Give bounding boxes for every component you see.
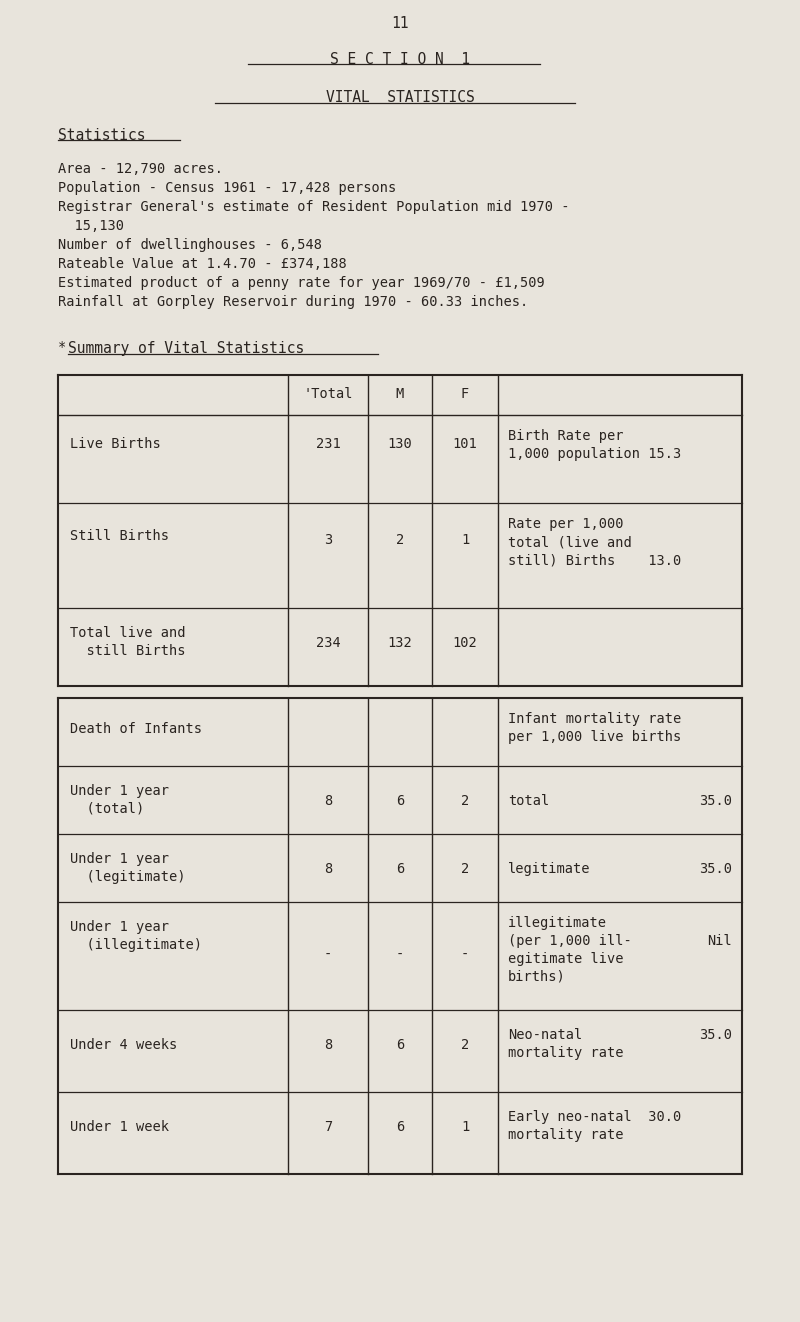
Text: 102: 102	[453, 636, 478, 650]
Text: Area - 12,790 acres.: Area - 12,790 acres.	[58, 163, 223, 176]
Text: Summary of Vital Statistics: Summary of Vital Statistics	[68, 341, 304, 356]
Text: (per 1,000 ill-: (per 1,000 ill-	[508, 935, 632, 948]
Text: 6: 6	[396, 1038, 404, 1052]
Text: 6: 6	[396, 1120, 404, 1134]
Text: (illegitimate): (illegitimate)	[70, 939, 202, 952]
Text: 7: 7	[324, 1120, 332, 1134]
Text: total: total	[508, 795, 550, 808]
Text: 130: 130	[388, 438, 412, 451]
Text: -: -	[324, 948, 332, 962]
Text: mortality rate: mortality rate	[508, 1046, 623, 1060]
Text: 8: 8	[324, 795, 332, 808]
Text: 15,130: 15,130	[58, 219, 124, 233]
Text: Death of Infants: Death of Infants	[70, 722, 202, 736]
Text: Rate per 1,000: Rate per 1,000	[508, 517, 623, 531]
Text: *: *	[58, 340, 66, 354]
Text: 6: 6	[396, 862, 404, 876]
Text: Under 1 year: Under 1 year	[70, 920, 169, 935]
Text: egitimate live: egitimate live	[508, 952, 623, 966]
Text: 1: 1	[461, 533, 469, 547]
Text: still Births: still Births	[70, 644, 186, 658]
Text: Neo-natal: Neo-natal	[508, 1029, 582, 1042]
Text: M: M	[396, 387, 404, 401]
Text: Total live and: Total live and	[70, 627, 186, 640]
Text: 2: 2	[461, 1038, 469, 1052]
Text: 8: 8	[324, 862, 332, 876]
Text: F: F	[461, 387, 469, 401]
Text: total (live and: total (live and	[508, 535, 632, 549]
Text: Early neo-natal  30.0: Early neo-natal 30.0	[508, 1110, 682, 1124]
Text: 6: 6	[396, 795, 404, 808]
Text: (total): (total)	[70, 802, 144, 816]
Text: Nil: Nil	[707, 935, 732, 948]
Text: illegitimate: illegitimate	[508, 916, 607, 929]
Text: S E C T I O N  1: S E C T I O N 1	[330, 52, 470, 67]
Text: 35.0: 35.0	[699, 1029, 732, 1042]
Text: Under 4 weeks: Under 4 weeks	[70, 1038, 178, 1052]
Text: 'Total: 'Total	[303, 387, 353, 401]
Text: per 1,000 live births: per 1,000 live births	[508, 730, 682, 744]
Text: 2: 2	[461, 795, 469, 808]
Text: Registrar General's estimate of Resident Population mid 1970 -: Registrar General's estimate of Resident…	[58, 200, 570, 214]
Text: mortality rate: mortality rate	[508, 1128, 623, 1142]
Text: Statistics: Statistics	[58, 128, 146, 143]
Text: still) Births    13.0: still) Births 13.0	[508, 553, 682, 567]
Text: Under 1 week: Under 1 week	[70, 1120, 169, 1134]
Text: 1,000 population 15.3: 1,000 population 15.3	[508, 447, 682, 461]
Text: Under 1 year: Under 1 year	[70, 851, 169, 866]
Text: Rainfall at Gorpley Reservoir during 1970 - 60.33 inches.: Rainfall at Gorpley Reservoir during 197…	[58, 295, 528, 309]
Text: Still Births: Still Births	[70, 529, 169, 543]
Text: 1: 1	[461, 1120, 469, 1134]
Text: 8: 8	[324, 1038, 332, 1052]
Text: Birth Rate per: Birth Rate per	[508, 430, 623, 443]
Text: VITAL  STATISTICS: VITAL STATISTICS	[326, 90, 474, 104]
Text: Infant mortality rate: Infant mortality rate	[508, 713, 682, 726]
Text: 231: 231	[316, 438, 340, 451]
Text: 3: 3	[324, 533, 332, 547]
Text: 101: 101	[453, 438, 478, 451]
Text: Number of dwellinghouses - 6,548: Number of dwellinghouses - 6,548	[58, 238, 322, 253]
Text: -: -	[461, 948, 469, 962]
Text: births): births)	[508, 970, 566, 984]
Text: Population - Census 1961 - 17,428 persons: Population - Census 1961 - 17,428 person…	[58, 181, 396, 196]
Text: 35.0: 35.0	[699, 795, 732, 808]
Text: -: -	[396, 948, 404, 962]
Text: 11: 11	[391, 16, 409, 30]
Text: 234: 234	[316, 636, 340, 650]
Text: Under 1 year: Under 1 year	[70, 784, 169, 798]
Text: Live Births: Live Births	[70, 438, 161, 451]
Text: Estimated product of a penny rate for year 1969/70 - £1,509: Estimated product of a penny rate for ye…	[58, 276, 545, 290]
Text: 2: 2	[396, 533, 404, 547]
Text: 35.0: 35.0	[699, 862, 732, 876]
Text: Rateable Value at 1.4.70 - £374,188: Rateable Value at 1.4.70 - £374,188	[58, 256, 346, 271]
Text: 2: 2	[461, 862, 469, 876]
Text: legitimate: legitimate	[508, 862, 590, 876]
Text: 132: 132	[388, 636, 412, 650]
Text: (legitimate): (legitimate)	[70, 870, 186, 884]
